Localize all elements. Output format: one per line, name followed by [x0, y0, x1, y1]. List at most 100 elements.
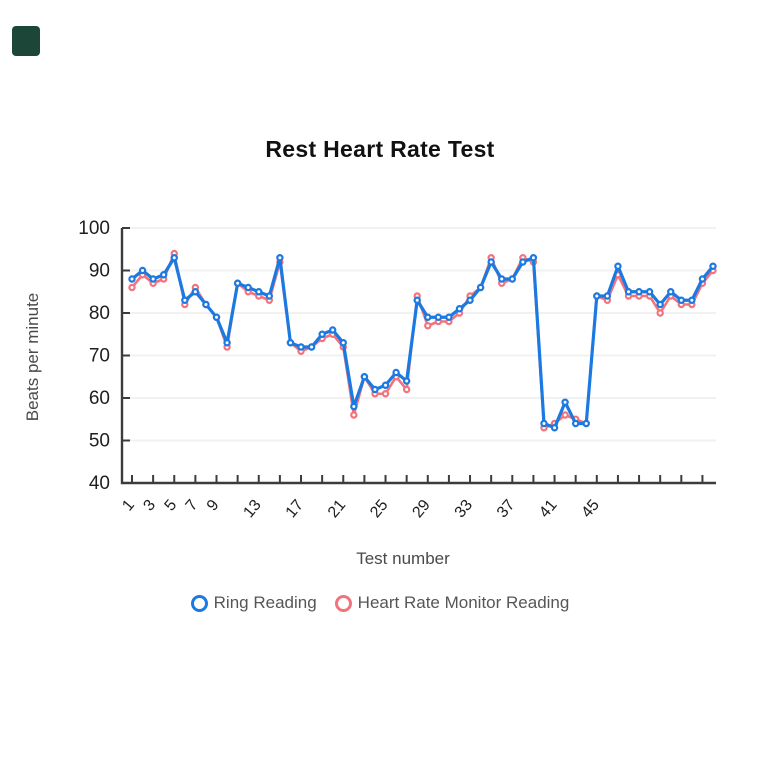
data-point-marker	[540, 419, 548, 428]
x-tick-label: 45	[578, 497, 603, 522]
x-tick-label: 41	[536, 497, 561, 522]
axes	[120, 227, 716, 485]
x-tick-label: 5	[162, 497, 181, 515]
gridlines	[122, 227, 716, 442]
x-axis-tick-labels: 1 3 5 7 9 13 17 21 25 29 33 37 41 45	[119, 497, 603, 522]
data-point-marker	[487, 258, 495, 266]
data-point-marker	[434, 313, 443, 321]
y-tick-label: 80	[89, 303, 110, 324]
data-point-marker	[667, 288, 675, 296]
heart-rate-monitor-series	[128, 249, 717, 432]
data-point-marker	[244, 283, 252, 292]
data-point-marker	[582, 419, 590, 428]
data-point-marker	[381, 381, 390, 389]
y-tick-label: 90	[89, 261, 110, 282]
data-point-marker	[339, 339, 347, 347]
data-point-marker	[593, 292, 601, 300]
data-point-marker	[392, 368, 400, 377]
data-point-marker	[360, 373, 369, 381]
data-point-marker	[424, 322, 432, 330]
data-point-marker	[571, 419, 580, 428]
data-point-marker	[550, 424, 559, 432]
data-point-marker	[202, 300, 210, 309]
y-tick-label: 40	[89, 473, 110, 494]
data-point-marker	[402, 377, 411, 385]
data-point-marker	[445, 313, 453, 321]
data-point-marker	[402, 385, 411, 394]
legend-item-hrm: Heart Rate Monitor Reading	[334, 593, 570, 613]
x-tick-label: 13	[240, 497, 265, 522]
data-point-marker	[350, 411, 358, 419]
data-point-marker	[645, 288, 654, 296]
data-point-marker	[424, 313, 432, 321]
data-point-marker	[212, 313, 221, 321]
x-tick-label: 29	[409, 497, 434, 522]
data-point-marker	[297, 343, 305, 351]
data-point-marker	[656, 300, 664, 309]
legend-label-hrm: Heart Rate Monitor Reading	[357, 593, 570, 612]
data-point-marker	[413, 296, 421, 304]
data-point-marker	[159, 271, 168, 279]
data-point-marker	[529, 254, 538, 262]
x-tick-label: 37	[494, 497, 519, 522]
data-point-marker	[170, 254, 178, 262]
data-point-marker	[371, 385, 379, 394]
chart-legend: Ring Reading Heart Rate Monitor Reading	[0, 593, 760, 613]
app-corner-badge	[12, 26, 40, 56]
data-point-marker	[614, 262, 622, 270]
data-point-marker	[466, 296, 474, 304]
ring-series	[128, 254, 717, 432]
data-point-marker	[498, 275, 506, 283]
x-tick-label: 21	[325, 497, 350, 522]
x-tick-label: 1	[119, 497, 138, 515]
data-point-marker	[307, 343, 316, 351]
hrm-legend-marker-icon	[334, 594, 352, 612]
data-point-marker	[276, 254, 284, 262]
data-point-marker	[233, 279, 242, 287]
data-point-marker	[191, 288, 200, 296]
data-point-marker	[698, 275, 707, 283]
data-point-marker	[381, 390, 390, 398]
ring-legend-marker-icon	[190, 594, 208, 612]
x-tick-label: 17	[283, 497, 308, 522]
data-point-marker	[624, 288, 633, 296]
data-point-marker	[656, 309, 664, 317]
data-point-marker	[508, 275, 516, 283]
x-axis-title: Test number	[356, 549, 450, 568]
x-tick-label: 3	[140, 497, 159, 515]
x-tick-label: 9	[204, 497, 223, 515]
data-point-marker	[455, 305, 464, 313]
legend-label-ring: Ring Reading	[213, 593, 317, 612]
data-point-marker	[561, 398, 569, 406]
data-point-marker	[561, 411, 569, 419]
data-point-marker	[265, 292, 274, 300]
data-point-marker	[603, 292, 612, 300]
data-point-marker	[128, 275, 136, 283]
legend-item-ring: Ring Reading	[190, 593, 317, 613]
data-point-marker	[635, 288, 643, 296]
data-point-marker	[677, 296, 686, 304]
data-point-marker	[318, 330, 326, 338]
data-point-marker	[709, 262, 717, 270]
data-point-marker	[286, 339, 295, 347]
data-point-marker	[223, 339, 231, 347]
y-axis-tick-labels: 40 50 60 70 80 90 100	[78, 218, 110, 494]
x-tick-label: 25	[367, 497, 392, 522]
data-point-marker	[128, 283, 136, 292]
y-tick-label: 50	[89, 431, 110, 452]
data-point-marker	[149, 275, 157, 283]
data-point-marker	[519, 258, 527, 266]
data-point-marker	[350, 402, 358, 411]
y-tick-label: 70	[89, 346, 110, 367]
data-point-marker	[138, 266, 147, 275]
data-point-marker	[329, 326, 337, 334]
y-tick-label: 100	[78, 218, 110, 239]
x-tick-label: 33	[452, 497, 477, 522]
data-point-marker	[181, 296, 189, 304]
y-axis-title: Beats per minute	[23, 293, 42, 422]
chart-title: Rest Heart Rate Test	[265, 136, 495, 162]
y-tick-label: 60	[89, 388, 110, 409]
data-point-marker	[688, 296, 696, 304]
